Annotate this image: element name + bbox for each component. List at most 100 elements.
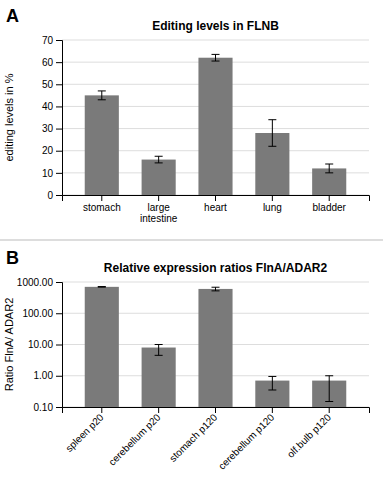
tick-label: 100.00 (22, 308, 53, 319)
tick-mark (56, 106, 62, 107)
y-tick: 50 (42, 79, 62, 90)
x-tick: stomach (83, 195, 121, 213)
tick-label: 10 (42, 168, 54, 179)
tick-label: 1.00 (34, 370, 54, 381)
error-bar (325, 376, 333, 402)
tick-label: heart (204, 202, 227, 213)
tick-label: 30 (42, 123, 54, 134)
x-tick: cerebellum p120 (216, 407, 276, 472)
x-tick: spleen p20 (63, 407, 106, 454)
tick-mark (56, 84, 62, 85)
y-tick: 70 (42, 35, 62, 46)
axis-line (56, 283, 63, 408)
y-tick: 20 (42, 145, 62, 156)
grid (62, 40, 369, 195)
grid-line (62, 282, 369, 283)
bar (142, 160, 176, 195)
tick-mark (56, 376, 62, 377)
x-tick: cerebellum p20 (106, 407, 162, 468)
tick-mark (56, 40, 62, 41)
grid-line (62, 40, 369, 41)
y-tick: 0.10 (34, 402, 62, 413)
x-tick: largeintestine (140, 195, 178, 224)
tick-mark (56, 62, 62, 63)
tick-mark (56, 173, 62, 174)
tick-mark (101, 407, 102, 413)
separator (0, 240, 383, 241)
marks (85, 287, 347, 407)
tick-label-line: stomach (83, 202, 121, 213)
title: Editing levels in FLNB (152, 19, 279, 33)
y-tick: 100.00 (22, 308, 62, 319)
error-bar (268, 376, 276, 390)
tick-label: olf.bulb p120 (285, 411, 334, 460)
tick-mark (215, 407, 216, 413)
y-tick: 30 (42, 123, 62, 134)
tick-label-line: intestine (140, 213, 178, 224)
error-bar (325, 164, 333, 173)
y-tick: 60 (42, 57, 62, 68)
tick-label: 50 (42, 79, 54, 90)
tick-label: 0.10 (34, 402, 54, 413)
title: Relative expression ratios FlnA/ADAR2 (104, 261, 328, 275)
tick-label: 70 (42, 35, 54, 46)
y-tick: 1000.00 (17, 277, 62, 288)
tick-label: 60 (42, 57, 54, 68)
error-bar (155, 156, 163, 163)
tick-mark (56, 282, 62, 283)
axis-line (56, 41, 63, 196)
x-tick: bladder (313, 195, 347, 213)
tick-label: bladder (313, 202, 347, 213)
error-bar (212, 54, 220, 61)
y-tick: 1.00 (34, 370, 62, 381)
bar (85, 287, 119, 407)
x-tick: stomach p120 (167, 407, 220, 464)
bar (142, 348, 176, 407)
y-axis-title: editing levels in % (3, 73, 15, 161)
tick-mark (272, 407, 273, 413)
tick-mark (215, 195, 216, 201)
tick-label: cerebellum p20 (106, 411, 162, 467)
tick-label: spleen p20 (63, 411, 106, 454)
tick-label: 40 (42, 101, 54, 112)
tick-mark (56, 345, 62, 346)
figure: 0 10 20 30 40 50 60 70 stomach largeintestine hear… (0, 0, 383, 500)
bar (198, 289, 232, 407)
tick-label: largeintestine (140, 202, 178, 224)
tick-mark (272, 195, 273, 201)
tick-label: lung (263, 202, 282, 213)
tick-label: 10.00 (28, 339, 53, 350)
marks (85, 54, 347, 195)
x-tick: olf.bulb p120 (285, 407, 334, 460)
tick-mark (329, 195, 330, 201)
tick-mark (56, 407, 62, 408)
tick-mark (56, 129, 62, 130)
grid (62, 282, 369, 407)
tick-mark (56, 313, 62, 314)
x-tick: heart (204, 195, 227, 213)
y-tick: 10.00 (28, 339, 62, 350)
error-bar (212, 287, 220, 291)
tick-label: stomach p120 (167, 411, 220, 464)
error-bar (98, 91, 106, 100)
tick-label: 0 (47, 190, 53, 201)
tick-mark (329, 407, 330, 413)
tick-label: 20 (42, 145, 54, 156)
tick-label: cerebellum p120 (216, 411, 276, 471)
tick-mark (56, 195, 62, 196)
x-tick: lung (263, 195, 282, 213)
panel: 0 10 20 30 40 50 60 70 stomach largeintestine hear… (3, 19, 370, 224)
y-tick: 0 (47, 190, 62, 201)
y-tick: 10 (42, 168, 62, 179)
panel-label: B (6, 248, 19, 268)
tick-label-line: bladder (313, 202, 347, 213)
y-axis: 0.10 1.00 10.00 100.00 1000.00 (17, 277, 63, 413)
y-axis-title: Ratio FlnA/ ADAR2 (3, 298, 15, 392)
tick-label: stomach (83, 202, 121, 213)
error-bar (98, 286, 106, 288)
tick-label-line: lung (263, 202, 282, 213)
x-axis: spleen p20cerebellum p20stomach p120cere… (63, 407, 370, 472)
tick-mark (101, 195, 102, 201)
bar (85, 95, 119, 195)
y-tick: 40 (42, 101, 62, 112)
